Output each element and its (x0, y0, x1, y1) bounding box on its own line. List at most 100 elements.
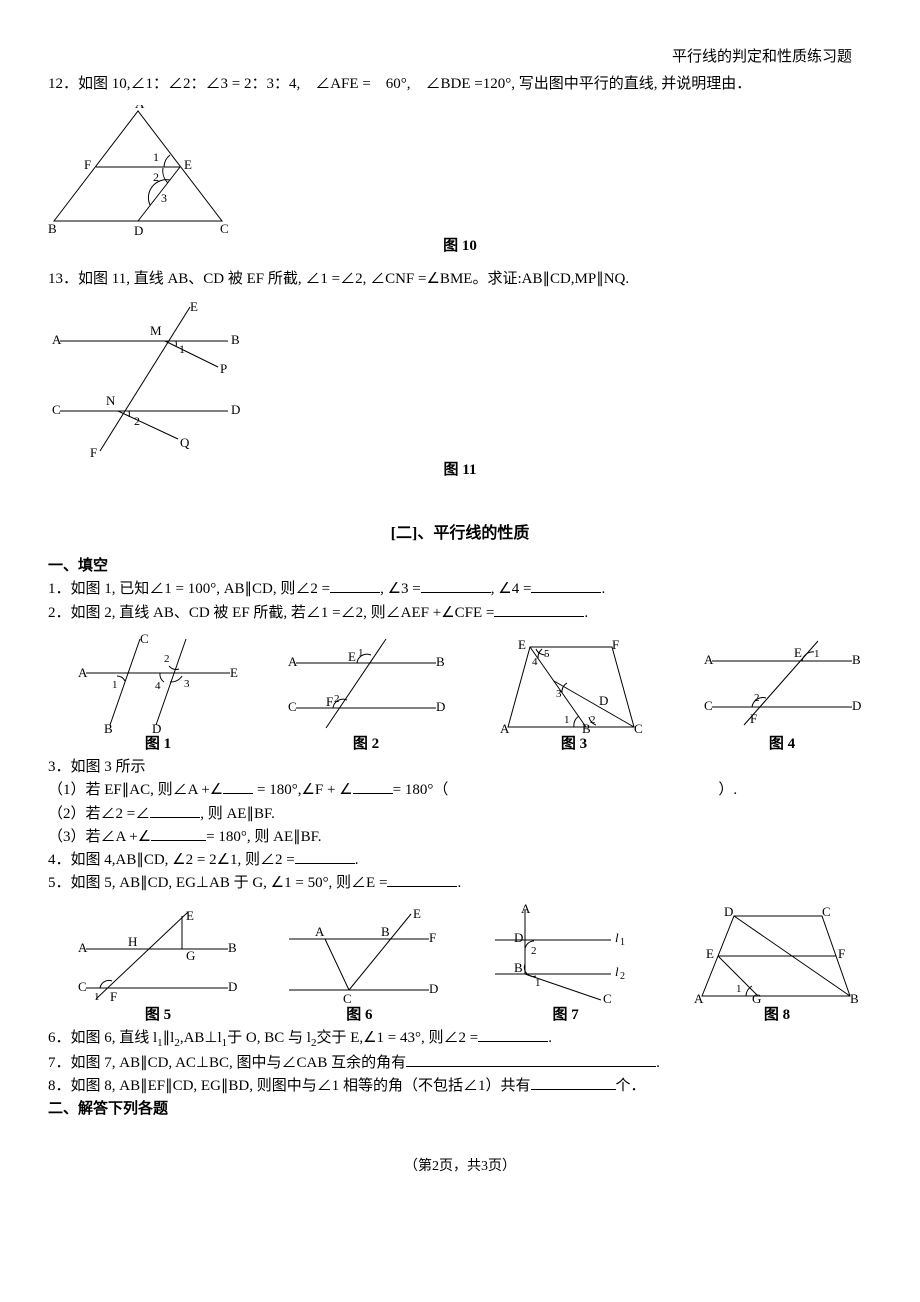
q3-3b: = 180°, 则 AE∥BF. (206, 829, 321, 845)
fig5-1: 1 (94, 991, 100, 1003)
q6-b: ∥l (163, 1030, 175, 1046)
blank (531, 592, 601, 593)
q4-a: 4．如图 4,AB∥CD, ∠2 = 2∠1, 则∠2 = (48, 852, 295, 868)
fig5-label: 图 5 (145, 1004, 171, 1027)
fig8-G: G (752, 991, 761, 1004)
fig1-C: C (140, 633, 149, 646)
fig10-A: A (135, 105, 145, 111)
fig11-A: A (52, 332, 62, 347)
fig10-F: F (84, 157, 91, 172)
fig7-A: A (521, 904, 531, 916)
blank (421, 592, 491, 593)
q2-a: 2．如图 2, 直线 AB、CD 被 EF 所截, 若∠1 =∠2, 则∠AEF… (48, 605, 494, 621)
fig2-D: D (436, 699, 445, 714)
fig11-D: D (231, 402, 240, 417)
fig11-ang2: 2 (134, 414, 140, 428)
fig4-1: 1 (814, 648, 820, 660)
q3-1b: = 180°,∠F + ∠ (253, 782, 352, 798)
fig2-B: B (436, 654, 445, 669)
q7-a: 7．如图 7, AB∥CD, AC⊥BC, 图中与∠CAB 互余的角有 (48, 1055, 406, 1071)
fig7-2: 2 (531, 945, 537, 957)
fig6-C: C (343, 991, 352, 1004)
fig5-H: H (128, 934, 137, 949)
fig3-4: 4 (532, 656, 538, 668)
q1-d: . (601, 581, 605, 597)
fig8-col: A B C D E F G 1 图 8 (692, 904, 862, 1027)
q3-2a: （2）若∠2 =∠ (48, 806, 150, 822)
fig8-F: F (838, 946, 845, 961)
fig3-label: 图 3 (561, 733, 587, 756)
q3-1c: = 180°（ (393, 782, 449, 798)
q7-b: . (656, 1055, 660, 1071)
q6: 6．如图 6, 直线 l1∥l2,AB⊥l1于 O, BC 与 l2交于 E,∠… (48, 1027, 872, 1052)
q1: 1．如图 1, 已知∠1 = 100°, AB∥CD, 则∠2 =, ∠3 =,… (48, 578, 872, 601)
fig5-F: F (110, 989, 117, 1004)
blank (330, 592, 380, 593)
q3-1a: （1）若 EF∥AC, 则∠A +∠ (48, 782, 223, 798)
problem-12: 12．如图 10,∠1：∠2：∠3 = 2：3：4, ∠AFE = 60°, ∠… (48, 73, 872, 96)
q5: 5．如图 5, AB∥CD, EG⊥AB 于 G, ∠1 = 50°, 则∠E … (48, 872, 872, 895)
foot-total: 3 (481, 1159, 488, 1174)
fig11-F: F (90, 445, 97, 459)
fig2-F: F (326, 694, 333, 709)
fig2-2: 2 (334, 693, 340, 705)
q5-b: . (457, 875, 461, 891)
section-2-title: [二]、平行线的性质 (48, 522, 872, 547)
q2-b: . (584, 605, 588, 621)
fig8-svg: A B C D E F G 1 (692, 904, 862, 1004)
q8: 8．如图 8, AB∥EF∥CD, EG∥BD, 则图中与∠1 相等的角（不包括… (48, 1075, 872, 1098)
fig7-C: C (603, 991, 612, 1004)
fig2-1: 1 (358, 647, 364, 659)
fig5-B: B (228, 940, 237, 955)
q3-3a: （3）若∠A +∠ (48, 829, 151, 845)
fig1-2: 2 (164, 653, 170, 665)
fig11-ang1: 1 (179, 342, 185, 356)
fig4-svg: A B C D E F 1 2 (702, 633, 862, 733)
fig11-Q: Q (180, 435, 190, 450)
fig11-M: M (150, 323, 162, 338)
fig4-E: E (794, 645, 802, 660)
fig4-label: 图 4 (769, 733, 795, 756)
blank (531, 1089, 616, 1090)
fig7-l2s: 2 (620, 971, 625, 982)
fig4-A: A (704, 652, 714, 667)
fig4-F: F (750, 711, 757, 726)
fig8-B: B (850, 991, 859, 1004)
fig3-svg: A B C F E D 1 2 3 4 5 (494, 633, 654, 733)
fig1-E: E (230, 665, 238, 680)
q2: 2．如图 2, 直线 AB、CD 被 EF 所截, 若∠1 =∠2, 则∠AEF… (48, 602, 872, 625)
fig4-2: 2 (754, 692, 760, 704)
fig3-3: 3 (556, 688, 562, 700)
fig2-A: A (288, 654, 298, 669)
fig10-ang3: 3 (161, 191, 167, 205)
fig10-E: E (184, 157, 192, 172)
fig4-col: A B C D E F 1 2 图 4 (702, 633, 862, 756)
fig1-3: 3 (184, 678, 190, 690)
fig11-N: N (106, 393, 116, 408)
fig3-E: E (518, 637, 526, 652)
fig3-A: A (500, 721, 510, 733)
blank (494, 616, 584, 617)
q1-a: 1．如图 1, 已知∠1 = 100°, AB∥CD, 则∠2 = (48, 581, 330, 597)
fig5-C: C (78, 979, 87, 994)
q3-1: （1）若 EF∥AC, 则∠A +∠ = 180°,∠F + ∠= 180°（）… (48, 779, 872, 802)
fig6-D: D (429, 981, 438, 996)
figure-10-wrap: A B C D E F 1 2 3 图 10 (48, 105, 872, 258)
fig5-D: D (228, 979, 237, 994)
fig7-1: 1 (535, 977, 541, 989)
q6-a: 6．如图 6, 直线 l (48, 1030, 157, 1046)
fig7-col: A B C D l 1 l 2 1 2 图 7 (481, 904, 651, 1027)
fig11-P: P (220, 361, 227, 376)
fig7-l1s: 1 (620, 937, 625, 948)
fig10-C: C (220, 221, 229, 235)
figure-11-svg: A B C D E F M N P Q 1 2 (48, 299, 248, 459)
fig4-C: C (704, 698, 713, 713)
q6-e: 交于 E,∠1 = 43°, 则∠2 = (316, 1030, 478, 1046)
fig1-B: B (104, 721, 113, 733)
blank (406, 1066, 656, 1067)
fig8-1: 1 (736, 983, 742, 995)
fig5-E: E (186, 908, 194, 923)
q4: 4．如图 4,AB∥CD, ∠2 = 2∠1, 则∠2 =. (48, 849, 872, 872)
q13-num: 13． (48, 271, 78, 287)
fig2-C: C (288, 699, 297, 714)
